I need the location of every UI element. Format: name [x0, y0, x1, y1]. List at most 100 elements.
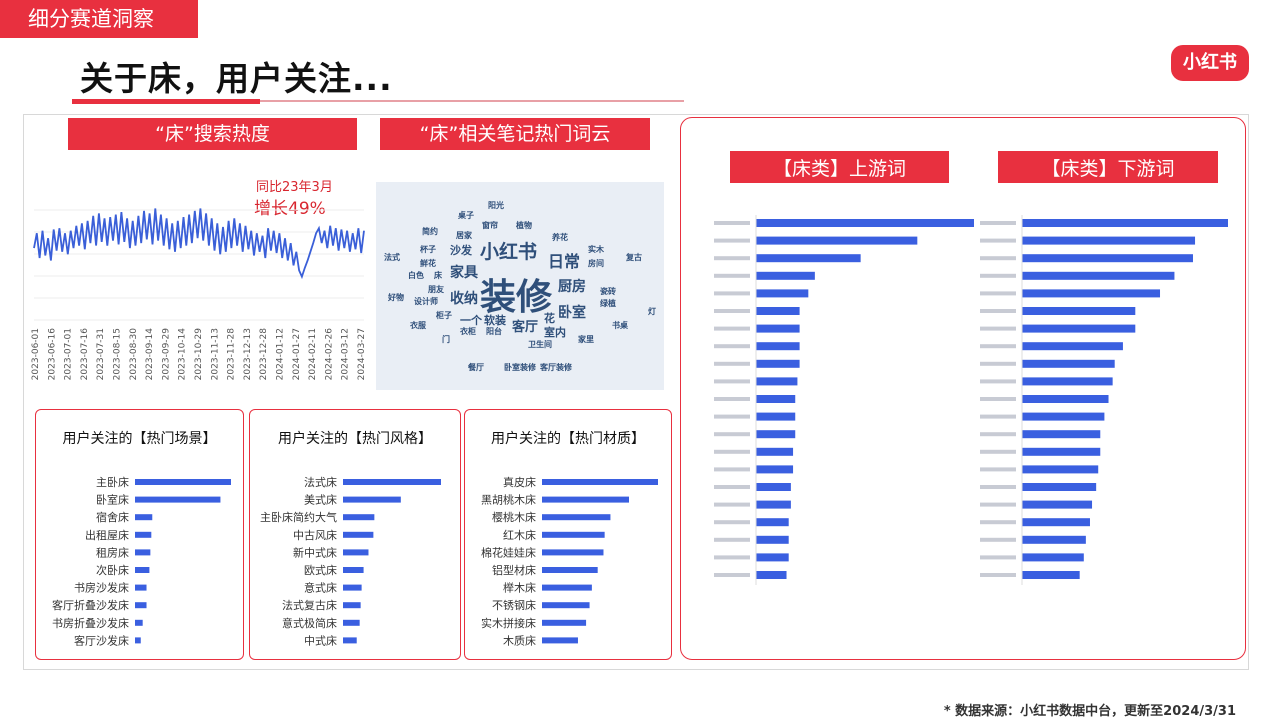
cloud-word: 客厅装修: [540, 363, 572, 372]
bar-label-stub: [714, 291, 750, 296]
bar-mark: [343, 531, 374, 538]
bar-mark: [542, 637, 578, 644]
bar-mark: [756, 342, 800, 351]
bar-label-stub: [714, 309, 750, 313]
bar-label-stub: [980, 361, 1016, 366]
bar-mark: [756, 430, 796, 439]
bar-category-label: 中式床: [304, 633, 337, 647]
bar-category-label: 卧室床: [96, 493, 129, 507]
downstream-bar-chart: [980, 215, 1228, 585]
bar-label-stub: [714, 449, 750, 454]
bar-label-stub: [714, 414, 750, 419]
bar-category-label: 红木床: [503, 528, 536, 542]
heat-x-tick: 2023-09-14: [145, 328, 155, 381]
bar-mark: [756, 324, 800, 333]
bar-category-label: 不锈钢床: [492, 598, 536, 612]
cloud-word: 客厅: [512, 320, 539, 335]
bar-mark: [343, 496, 401, 503]
heat-x-tick: 2024-03-27: [357, 328, 367, 380]
bar-category-label: 铝型材床: [492, 563, 536, 577]
cloud-word: 沙发: [450, 244, 472, 257]
cloud-word: 设计师: [414, 297, 438, 306]
cloud-word: 朋友: [428, 285, 444, 294]
bar-mark: [756, 447, 794, 456]
bar-mark: [756, 571, 787, 579]
bar-mark: [542, 619, 587, 626]
bar-mark: [1022, 236, 1196, 245]
cloud-word: 鲜花: [420, 259, 436, 268]
cloud-word: 餐厅: [468, 363, 484, 372]
bar-label-stub: [980, 520, 1016, 525]
upstream-bar-chart: [714, 215, 974, 585]
cloud-word: 卫生间: [528, 340, 552, 349]
cloud-word: 居家: [456, 231, 472, 240]
cloud-word: 家里: [578, 335, 594, 344]
bar-mark: [135, 496, 221, 503]
bar-mark: [1022, 359, 1115, 368]
cloud-word: 植物: [516, 221, 532, 230]
heat-x-tick: 2023-06-16: [47, 328, 57, 381]
bar-mark: [756, 412, 796, 421]
bar-mark: [1022, 535, 1086, 544]
bar-category-label: 意式床: [304, 581, 337, 595]
bar-label-stub: [980, 344, 1016, 349]
bar-label-stub: [714, 555, 750, 560]
bar-category-label: 主卧床: [96, 475, 129, 489]
bar-category-label: 樱桃木床: [492, 510, 536, 524]
cloud-word: 床: [434, 271, 442, 280]
bar-label-stub: [980, 467, 1016, 472]
bar-category-label: 客厅折叠沙发床: [52, 598, 129, 612]
bar-mark: [1022, 289, 1161, 298]
bar-label-stub: [980, 537, 1016, 542]
cloud-word: 灯: [648, 307, 656, 316]
bar-category-label: 宿舍床: [96, 510, 129, 524]
bar-label-stub: [714, 221, 750, 225]
cloud-word: 收纳: [450, 291, 478, 307]
cloud-word: 阳光: [488, 201, 504, 210]
bar-label-stub: [980, 502, 1016, 507]
bar-mark: [1022, 571, 1080, 579]
bar-mark: [1022, 553, 1084, 562]
cloud-word: 简约: [422, 227, 438, 236]
cloud-word: 卧室: [558, 305, 586, 321]
bar-mark: [542, 584, 592, 591]
bar-label-stub: [980, 485, 1016, 489]
upstream-title: 【床类】上游词: [730, 151, 949, 183]
bar-label-stub: [980, 397, 1016, 401]
bar-mark: [542, 479, 658, 485]
heat-x-tick: 2023-09-29: [161, 328, 171, 381]
bar-label-stub: [980, 555, 1016, 560]
bar-mark: [1022, 483, 1097, 491]
cloud-word: 花: [544, 312, 555, 325]
heat-series-line: [33, 208, 365, 280]
bar-mark: [1022, 324, 1136, 333]
bar-label-stub: [714, 344, 750, 349]
bar-mark: [135, 514, 153, 521]
bar-label-stub: [980, 273, 1016, 278]
growth-value: 增长49%: [254, 199, 326, 219]
cloud-word: 实木: [588, 245, 604, 254]
scene-panel-title: 用户关注的【热门场景】: [62, 431, 217, 447]
bar-label-stub: [714, 273, 750, 278]
bar-mark: [1022, 395, 1109, 403]
bar-category-label: 美式床: [304, 493, 337, 507]
bar-label-stub: [714, 537, 750, 542]
style-panel: [249, 409, 461, 660]
bar-mark: [756, 500, 791, 509]
cloud-word: 衣服: [410, 321, 426, 330]
bar-mark: [756, 254, 861, 263]
bar-category-label: 主卧床简约大气: [260, 510, 337, 524]
cloud-word: 软装: [484, 314, 506, 327]
content-frame: [23, 114, 1249, 670]
cloud-word: 养花: [552, 233, 568, 242]
bar-mark: [756, 395, 796, 403]
bar-category-label: 书房沙发床: [74, 581, 129, 595]
bar-label-stub: [714, 467, 750, 472]
bar-label-stub: [714, 397, 750, 401]
bar-mark: [542, 549, 604, 556]
bar-mark: [1022, 307, 1136, 315]
scene-bar-chart: 主卧床卧室床宿舍床出租屋床租房床次卧床书房沙发床客厅折叠沙发床书房折叠沙发床客厅…: [52, 475, 231, 647]
cloud-word: 复古: [626, 253, 642, 262]
bar-category-label: 新中式床: [293, 545, 337, 559]
search-heat-title: “床”搜索热度: [68, 118, 357, 150]
